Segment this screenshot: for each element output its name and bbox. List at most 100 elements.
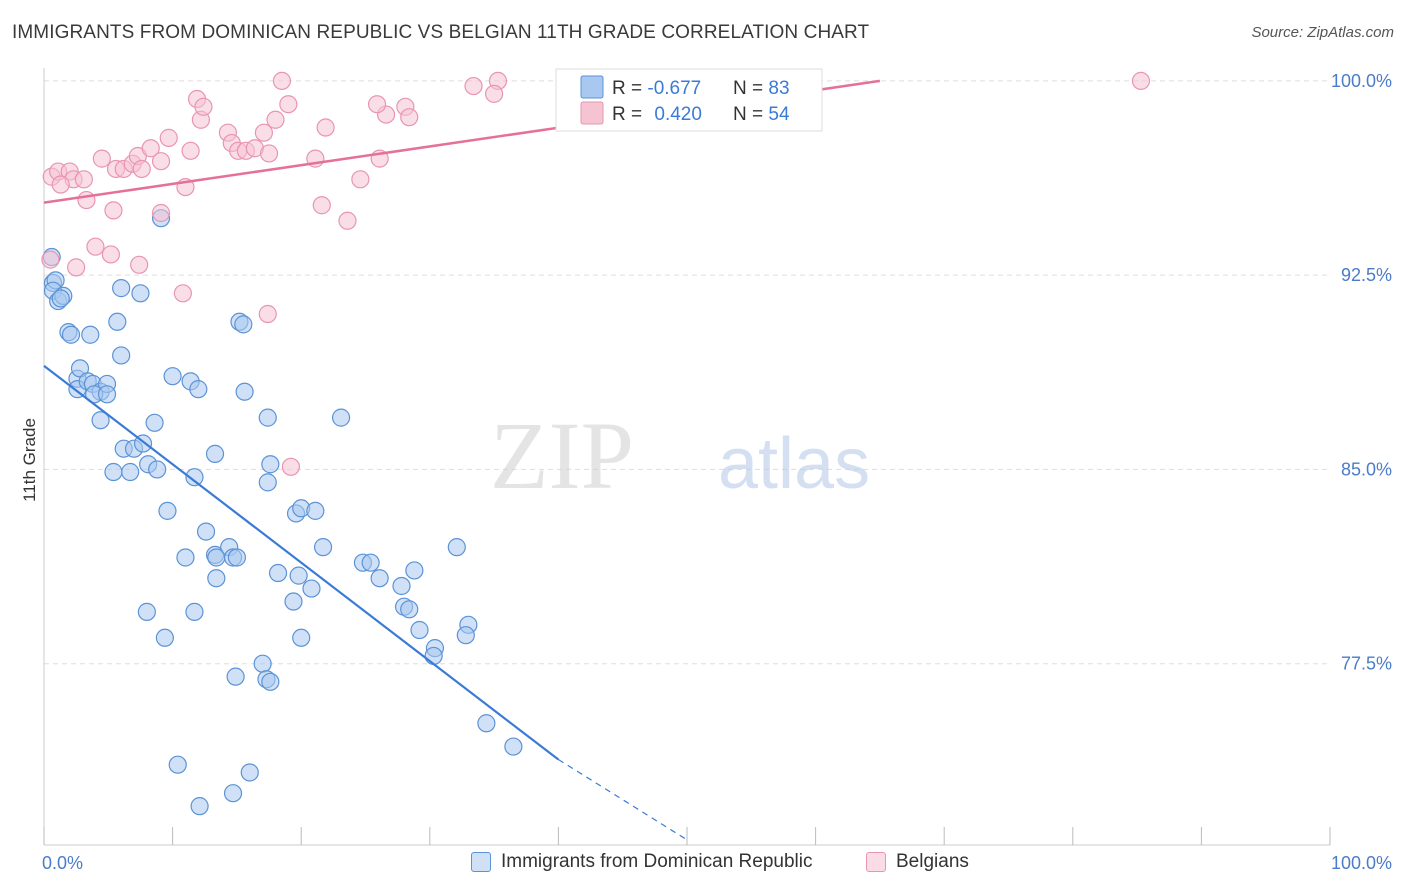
data-point-belgian (351, 170, 370, 189)
data-point-dominican (240, 763, 259, 782)
data-point-belgian (77, 190, 96, 210)
data-point-dominican (226, 667, 245, 686)
legend-r-value: -0.677 (647, 78, 701, 99)
data-point-dominican (190, 797, 209, 816)
data-point-dominican (205, 444, 225, 463)
legend-swatch-blue (471, 852, 491, 872)
legend-item-belgians[interactable]: Belgians (866, 851, 969, 873)
legend-bottom: Immigrants from Dominican Republic Belgi… (0, 851, 1406, 877)
legend-n-label: N = (733, 104, 768, 125)
y-tick-label: 92.5% (1341, 265, 1392, 285)
data-point-dominican (168, 755, 187, 774)
data-point-belgian (194, 97, 213, 116)
svg-text:N = 83: N = 83 (733, 78, 790, 99)
y-axis-label: 11th Grade (20, 418, 39, 502)
data-point-belgian (173, 284, 192, 303)
data-point-dominican (392, 576, 411, 596)
grid-lines (44, 80, 1330, 665)
chart-title: IMMIGRANTS FROM DOMINICAN REPUBLIC VS BE… (12, 22, 870, 43)
data-point-belgian (272, 71, 292, 91)
data-point-belgian (254, 123, 274, 142)
data-point-belgian (159, 128, 178, 147)
legend-swatch-pink (580, 101, 604, 125)
y-tick-label: 100.0% (1331, 71, 1392, 91)
watermark: ZIP atlas (490, 402, 870, 509)
data-point-belgian (281, 457, 301, 476)
data-point-belgian (67, 258, 86, 277)
data-point-dominican (268, 563, 288, 583)
data-point-belgian (41, 250, 60, 269)
data-point-dominican (223, 784, 243, 803)
data-point-belgian (132, 159, 151, 179)
data-point-dominican (227, 548, 246, 567)
data-point-belgian (104, 201, 123, 220)
data-point-dominican (447, 538, 466, 557)
data-point-belgian (485, 84, 504, 103)
data-point-belgian (51, 175, 70, 194)
data-point-dominican (104, 462, 123, 482)
svg-text:R = 0.420: R = 0.420 (612, 104, 702, 125)
data-point-dominican (284, 592, 303, 611)
legend-n-value: 83 (768, 78, 789, 99)
legend-n-value: 54 (768, 104, 790, 125)
legend-swatch-blue (580, 75, 604, 99)
watermark-atlas: atlas (718, 424, 870, 504)
data-point-dominican (292, 628, 311, 647)
data-point-belgian (259, 144, 279, 163)
y-tick-label: 77.5% (1341, 654, 1392, 674)
data-point-belgian (367, 95, 387, 114)
data-point-belgian (151, 152, 171, 171)
data-point-dominican (176, 548, 195, 567)
data-point-belgian (258, 304, 277, 324)
trendline-dominican (43, 364, 560, 761)
legend-n-label: N = (733, 78, 768, 99)
data-point-belgian (312, 196, 331, 215)
data-point-dominican (410, 620, 429, 640)
data-point-dominican (400, 600, 419, 619)
data-point-dominican (189, 380, 208, 399)
data-point-dominican (258, 408, 277, 427)
data-point-dominican (112, 346, 131, 365)
data-point-dominican (97, 385, 117, 404)
source-label: Source: ZipAtlas.com (1251, 24, 1394, 41)
data-point-dominican (331, 408, 351, 427)
data-point-belgian (141, 139, 160, 158)
legend-swatch-pink (866, 852, 886, 872)
data-point-dominican (361, 553, 380, 572)
x-tick-label: 100.0% (1331, 853, 1392, 873)
data-point-dominican (112, 279, 131, 298)
data-point-dominican (477, 714, 496, 733)
data-point-dominican (504, 737, 523, 756)
data-point-belgian (338, 211, 357, 230)
data-point-dominican (424, 646, 443, 666)
data-point-belgian (181, 141, 200, 160)
data-point-dominican (258, 473, 277, 492)
watermark-zip: ZIP (490, 402, 634, 509)
data-point-dominican (261, 455, 280, 474)
data-point-belgian (1131, 71, 1151, 91)
svg-text:R = -0.677: R = -0.677 (612, 78, 701, 99)
legend-label: Belgians (896, 851, 969, 872)
data-point-dominican (158, 501, 177, 520)
y-tick-label: 85.0% (1341, 459, 1392, 479)
data-point-dominican (137, 602, 156, 621)
data-point-belgian (279, 95, 298, 114)
data-point-dominican (148, 460, 167, 479)
svg-text:N = 54: N = 54 (733, 104, 790, 125)
data-point-dominican (235, 382, 254, 401)
series-blue-points (42, 209, 523, 816)
axes (43, 68, 1331, 846)
legend-item-dominican[interactable]: Immigrants from Dominican Republic (471, 851, 813, 873)
data-point-belgian (151, 203, 171, 223)
legend-top: R = -0.677 N = 83 R = 0.420 N = 54 (555, 68, 823, 132)
legend-label: Immigrants from Dominican Republic (501, 851, 813, 872)
data-point-dominican (81, 325, 100, 344)
data-point-dominican (302, 579, 321, 598)
data-point-dominican (155, 628, 174, 647)
legend-r-label: R = (612, 104, 647, 125)
trendline-dominican-extension (558, 759, 688, 841)
data-point-dominican (234, 315, 253, 334)
legend-r-value: 0.420 (654, 104, 702, 125)
data-point-dominican (185, 602, 204, 621)
